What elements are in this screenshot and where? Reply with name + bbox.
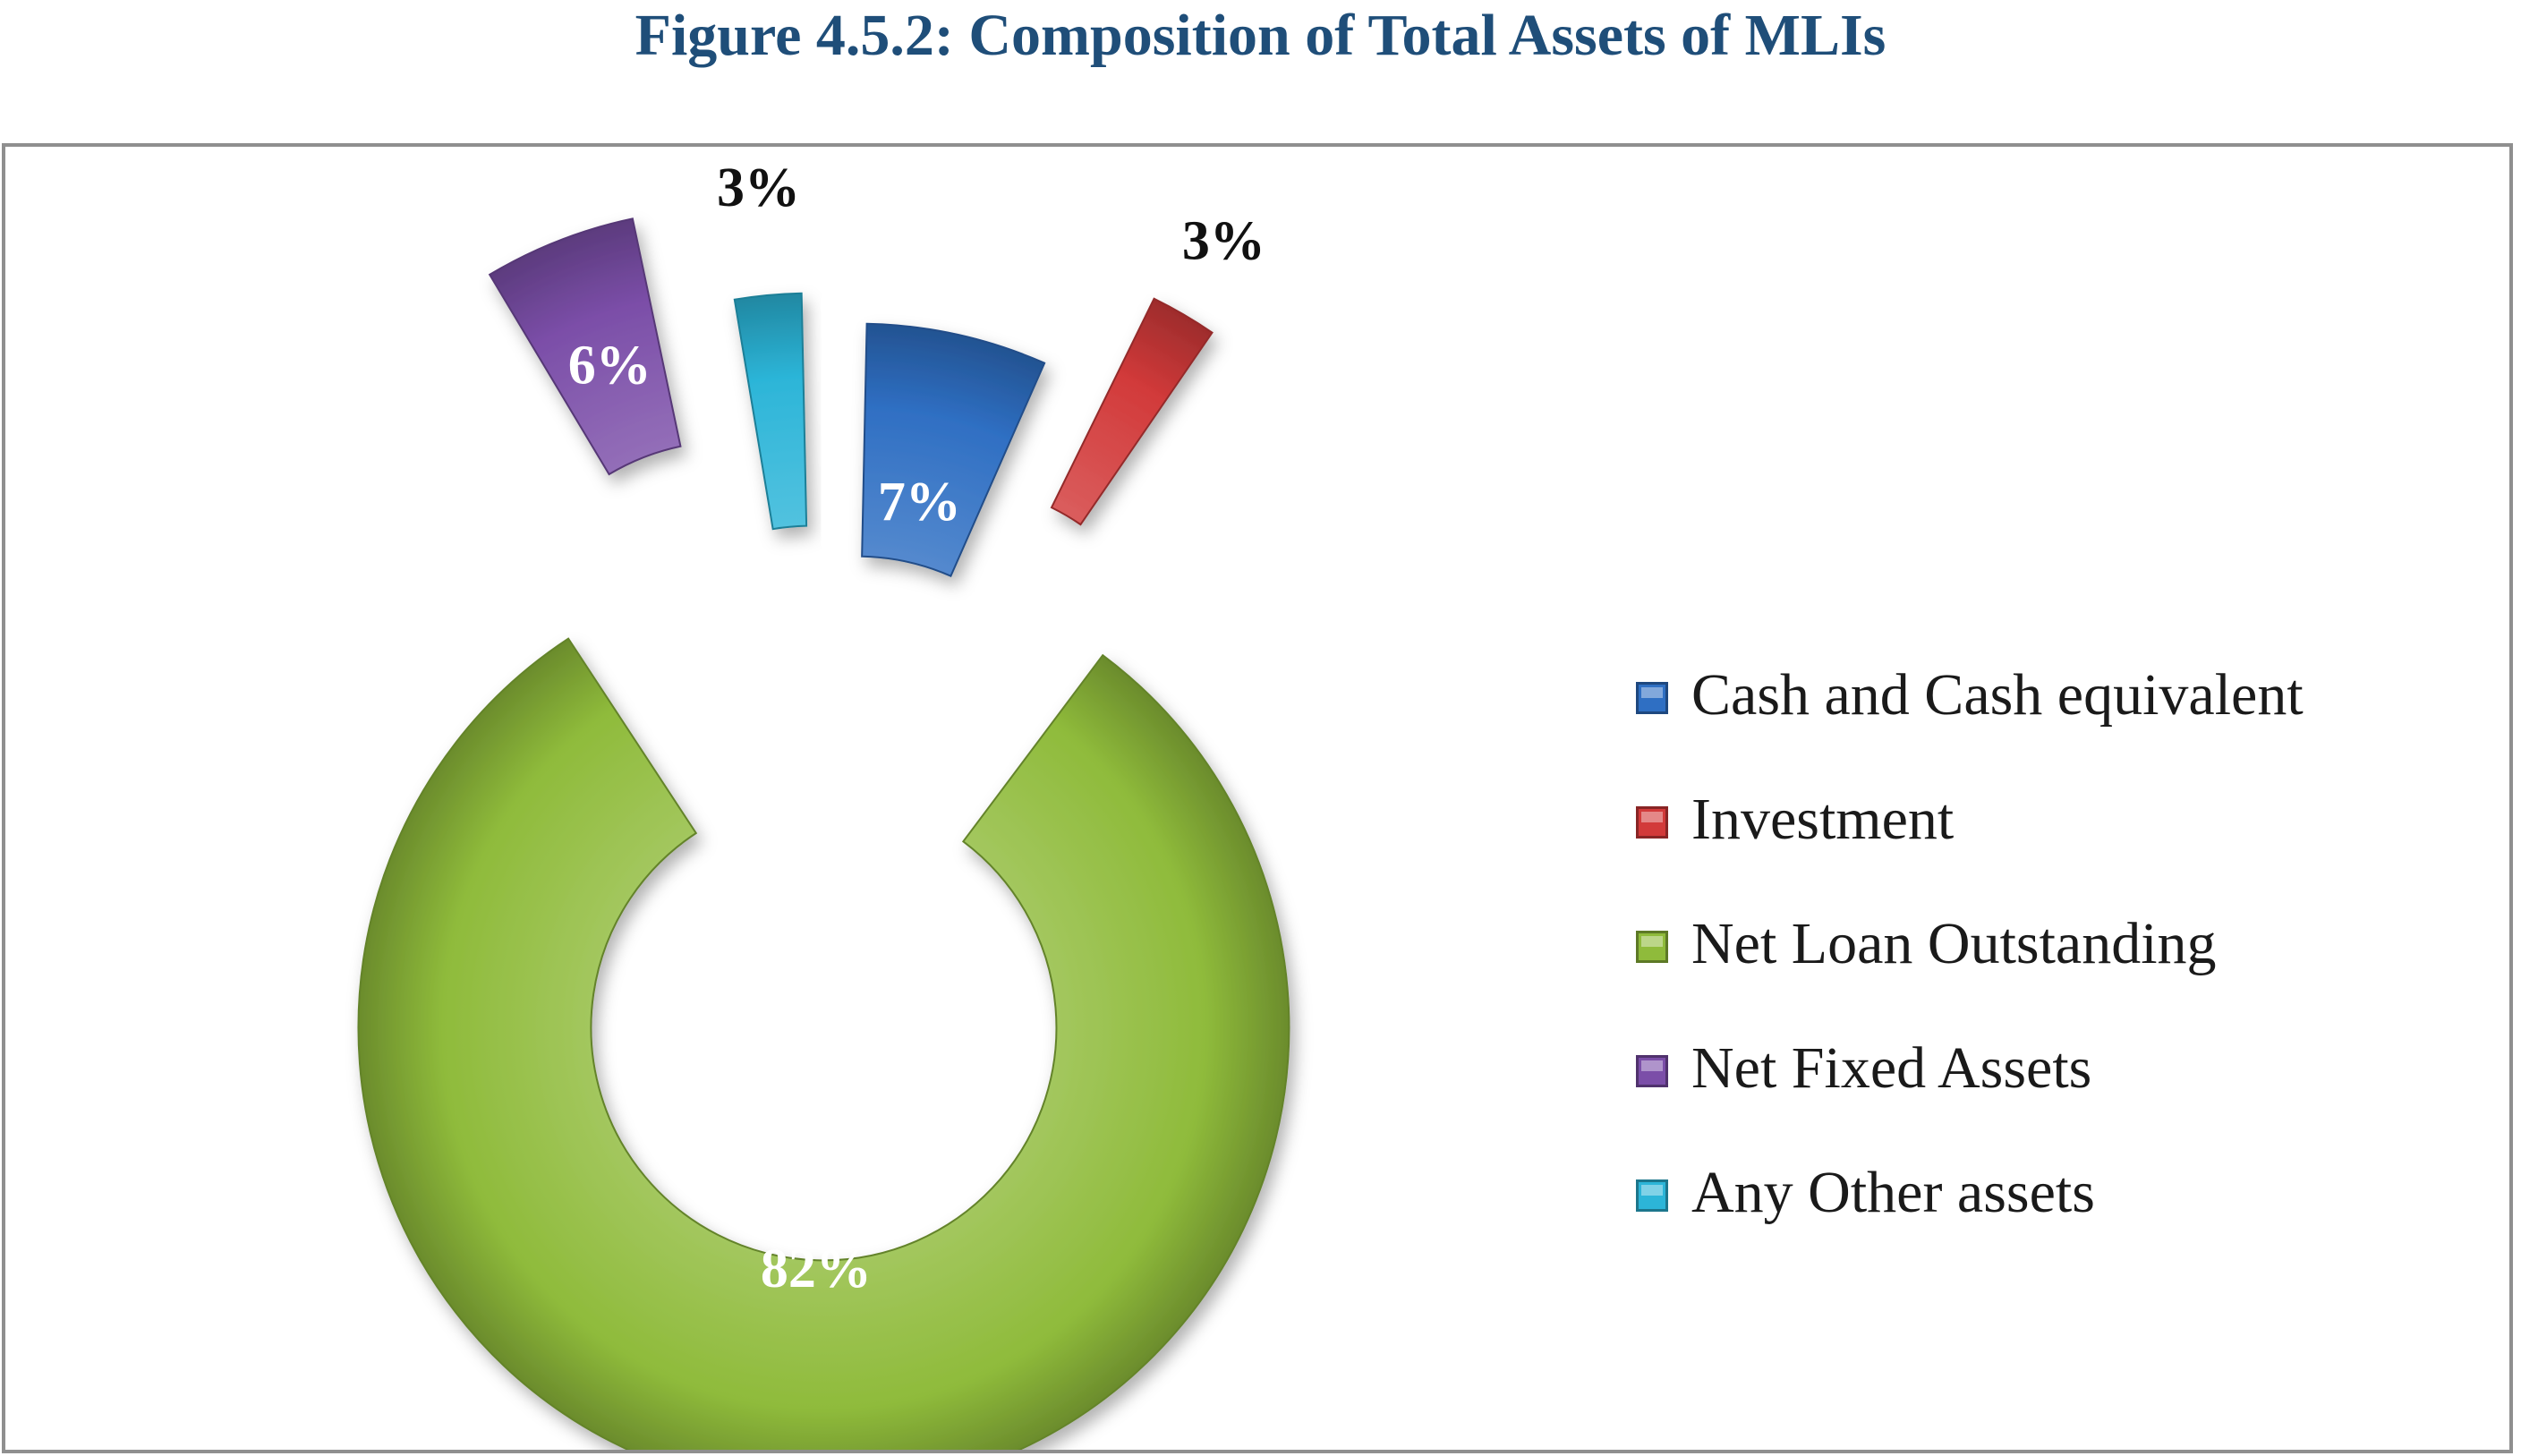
slice-cash-and-cash-equivalent bbox=[861, 322, 1046, 578]
data-labels: 7% 3% 82% 6% 3% bbox=[568, 158, 1265, 1299]
legend-label: Net Loan Outstanding bbox=[1691, 911, 2217, 976]
data-label-net-loan-outstanding: 82% bbox=[761, 1239, 872, 1299]
legend-swatch bbox=[1636, 806, 1668, 839]
doughnut-chart: 7% 3% 82% 6% 3% bbox=[357, 158, 1290, 1450]
legend-label: Cash and Cash equivalent bbox=[1691, 662, 2304, 728]
data-label-any-other-assets: 3% bbox=[717, 158, 800, 218]
legend-swatch bbox=[1636, 931, 1668, 963]
chart-frame: 7% 3% 82% 6% 3% Cash and Cash equivalent Inve… bbox=[2, 143, 2513, 1453]
legend-label: Any Other assets bbox=[1691, 1160, 2095, 1225]
doughnut-slices bbox=[357, 217, 1290, 1450]
data-label-investment: 3% bbox=[1182, 210, 1265, 271]
legend-label: Net Fixed Assets bbox=[1691, 1035, 2092, 1101]
slice-net-loan-outstanding bbox=[357, 637, 1290, 1450]
slice-any-other-assets bbox=[733, 292, 808, 531]
legend-swatch bbox=[1636, 1055, 1668, 1087]
data-label-cash-and-cash-equivalent: 7% bbox=[878, 472, 961, 532]
legend-label: Investment bbox=[1691, 787, 1955, 852]
legend-swatch bbox=[1636, 682, 1668, 714]
slice-investment bbox=[1050, 297, 1214, 526]
data-label-net-fixed-assets: 6% bbox=[568, 335, 652, 396]
legend-swatch bbox=[1636, 1179, 1668, 1212]
slice-net-fixed-assets bbox=[488, 217, 682, 476]
chart-title: Figure 4.5.2: Composition of Total Asset… bbox=[635, 3, 1886, 68]
